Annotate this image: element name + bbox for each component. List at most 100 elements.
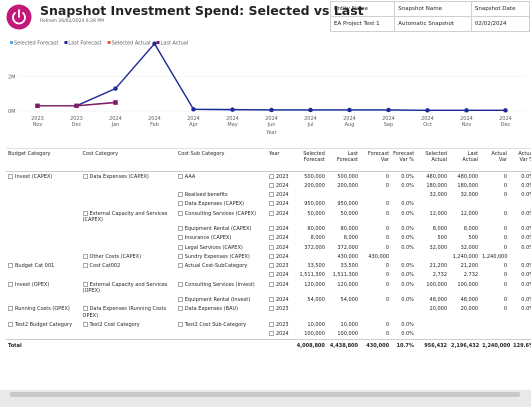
expand-icon[interactable] xyxy=(177,281,183,287)
expand-icon[interactable] xyxy=(8,321,13,327)
cell-text: 500 xyxy=(468,235,479,242)
expand-icon[interactable] xyxy=(268,306,274,312)
legend-label: Selected Forecast xyxy=(14,41,58,47)
cell: 4,438,800 xyxy=(326,338,361,351)
expand-icon[interactable] xyxy=(268,321,274,327)
cell-text: 2024 xyxy=(275,281,289,288)
expand-icon[interactable] xyxy=(177,192,183,197)
expand-icon[interactable] xyxy=(268,210,274,216)
expand-icon[interactable] xyxy=(8,263,13,268)
data-row: 2024 100,000 100,000 0 0.0% xyxy=(6,330,531,340)
expand-icon[interactable] xyxy=(82,173,88,179)
expand-icon[interactable] xyxy=(268,226,274,231)
cell: 0.0% xyxy=(509,262,531,271)
expand-icon[interactable] xyxy=(268,253,274,259)
cell: 2024 xyxy=(267,296,292,305)
cell-text: 0.0% xyxy=(401,226,414,232)
cell: 120,000 xyxy=(327,280,360,296)
expand-icon[interactable] xyxy=(177,321,183,327)
cell: 54,000 xyxy=(292,296,327,305)
cell-text: 0 xyxy=(503,235,508,242)
cell: 0.0% xyxy=(391,330,416,340)
cell: Consulting Services (CAPEX) xyxy=(176,209,267,225)
expand-icon[interactable] xyxy=(177,210,183,216)
expand-icon[interactable] xyxy=(82,306,88,312)
cell: Sundry Expenses (CAPEX) xyxy=(176,252,267,261)
cell-text: Data Expenses (CAPEX) xyxy=(184,201,245,208)
cell-text: 950,000 xyxy=(337,201,359,208)
cell-text: 120,000 xyxy=(337,281,359,288)
info-header: Snapshot Name xyxy=(394,1,472,17)
x-tick-label: Nov xyxy=(462,122,472,128)
data-row: 2024 1,511,300 1,511,300 0 0.0% 2,732 2,732 0 0.… xyxy=(6,271,531,280)
expand-icon[interactable] xyxy=(82,321,88,327)
cell xyxy=(416,200,449,209)
cell xyxy=(416,330,449,340)
expand-icon[interactable] xyxy=(177,306,183,312)
cell: 500,000 xyxy=(327,172,360,182)
cell-text: 0 xyxy=(385,235,390,242)
cell: 2024 xyxy=(267,271,292,280)
expand-icon[interactable] xyxy=(82,281,88,287)
cell-text: 0.0% xyxy=(521,226,531,232)
column-header: Forecast Var xyxy=(360,149,392,172)
expand-icon[interactable] xyxy=(268,182,274,188)
cell-text: 480,000 xyxy=(426,173,448,180)
cell xyxy=(449,200,480,209)
cell xyxy=(81,330,176,340)
cell: 0.0% xyxy=(391,296,416,305)
expand-icon[interactable] xyxy=(268,331,274,336)
scrollbar[interactable] xyxy=(10,392,520,397)
expand-icon[interactable] xyxy=(268,297,274,302)
data-point xyxy=(425,108,430,113)
cell: 80,000 xyxy=(327,225,360,234)
cell: 2024 xyxy=(267,280,292,296)
x-tick-year: 2024 xyxy=(382,116,395,122)
expand-icon[interactable] xyxy=(82,210,88,216)
expand-icon[interactable] xyxy=(177,244,183,250)
expand-icon[interactable] xyxy=(82,263,88,268)
expand-icon[interactable] xyxy=(8,281,13,287)
expand-icon[interactable] xyxy=(177,173,183,179)
data-point xyxy=(191,107,196,112)
expand-icon[interactable] xyxy=(268,281,274,287)
x-tick-label: Jul xyxy=(306,122,313,128)
cell: 0.0% xyxy=(509,234,531,243)
expand-icon[interactable] xyxy=(177,253,183,259)
refresh-time: Refresh 26/02/2024 6:28 PM xyxy=(40,19,104,24)
expand-icon[interactable] xyxy=(268,235,274,241)
expand-icon[interactable] xyxy=(8,306,13,312)
expand-icon[interactable] xyxy=(268,173,274,179)
expand-icon[interactable] xyxy=(177,235,183,241)
expand-icon[interactable] xyxy=(177,201,183,207)
expand-icon[interactable] xyxy=(268,192,274,197)
expand-icon[interactable] xyxy=(8,173,13,179)
cell: Budget Cat 001 xyxy=(6,262,81,271)
expand-icon[interactable] xyxy=(177,297,183,302)
expand-icon[interactable] xyxy=(268,201,274,207)
cell-text: 10,000 xyxy=(340,321,359,328)
expand-icon[interactable] xyxy=(268,263,274,268)
cell: 956,432 xyxy=(415,338,450,351)
cell-text: 180,000 xyxy=(457,182,479,189)
cell xyxy=(81,296,176,305)
expand-icon[interactable] xyxy=(177,263,183,268)
expand-icon[interactable] xyxy=(177,226,183,231)
cell-text: 0 xyxy=(503,281,508,288)
cell: 48,000 xyxy=(449,296,480,305)
expand-icon[interactable] xyxy=(268,272,274,278)
expand-icon[interactable] xyxy=(82,253,88,259)
cell-text: 430,000 xyxy=(337,253,359,260)
cell: 8,000 xyxy=(327,234,360,243)
cell: 1,240,000 xyxy=(449,252,480,261)
cell: 0 xyxy=(480,172,509,182)
cell-text: Legal Services (CAPEX) xyxy=(184,244,243,251)
data-row: Invest (CAPEX) Data Expenses (CAPEX) AAA 20… xyxy=(6,172,531,182)
expand-icon[interactable] xyxy=(268,244,274,250)
data-row: 2024 200,000 200,000 0 0.0% 180,000 180,000 0 0.… xyxy=(6,181,531,190)
cell: 480,000 xyxy=(416,172,449,182)
cell: 0 xyxy=(480,262,509,271)
cell: Consulting Services (Invest) xyxy=(176,280,267,296)
cell xyxy=(6,271,81,280)
cell-text: 0.0% xyxy=(401,272,414,279)
